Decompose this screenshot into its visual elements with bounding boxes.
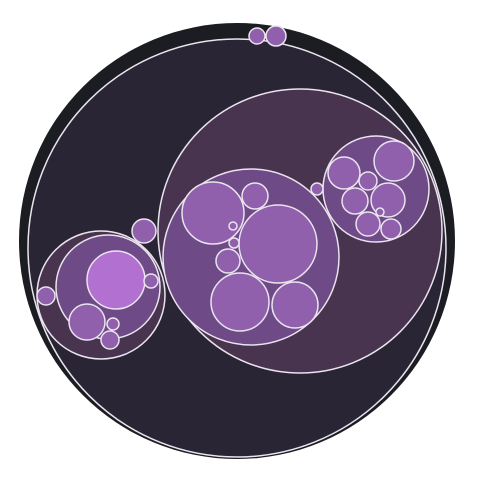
leaf-circle-0-0-2 xyxy=(238,204,318,284)
leaf-circle-0-0-5 xyxy=(210,272,270,332)
leaf-circle-0-1-3 xyxy=(341,187,369,215)
leaf-circle-0-0-3 xyxy=(228,237,240,249)
leaf-circle-0-0-6 xyxy=(271,281,319,329)
pack-nodes xyxy=(27,25,447,458)
leaf-circle-0-2 xyxy=(310,182,324,196)
leaf-circle-0-0-7 xyxy=(228,221,238,231)
leaf-circle-1-0-3 xyxy=(106,317,120,331)
leaf-circle-0-1-5 xyxy=(355,211,381,237)
leaf-circle-0-1-2 xyxy=(358,171,378,191)
leaf-circle-0-0-0 xyxy=(181,181,245,245)
leaf-circle-3 xyxy=(248,27,266,45)
leaf-circle-2 xyxy=(131,218,157,244)
leaf-circle-0-1-0 xyxy=(373,140,415,182)
leaf-circle-1-0-1 xyxy=(68,303,106,341)
leaf-circle-1-0-0 xyxy=(86,250,146,310)
leaf-circle-0-0-1 xyxy=(241,182,269,210)
leaf-circle-1-0-4 xyxy=(100,330,120,350)
leaf-circle-0-1-7 xyxy=(375,207,385,217)
leaf-circle-1-0-2 xyxy=(143,273,159,289)
leaf-circle-4 xyxy=(265,25,287,47)
leaf-circle-0-0-4 xyxy=(215,248,241,274)
leaf-circle-1-1 xyxy=(36,286,56,306)
leaf-circle-0-1-6 xyxy=(380,218,402,240)
leaf-circle-0-1-1 xyxy=(327,156,361,190)
